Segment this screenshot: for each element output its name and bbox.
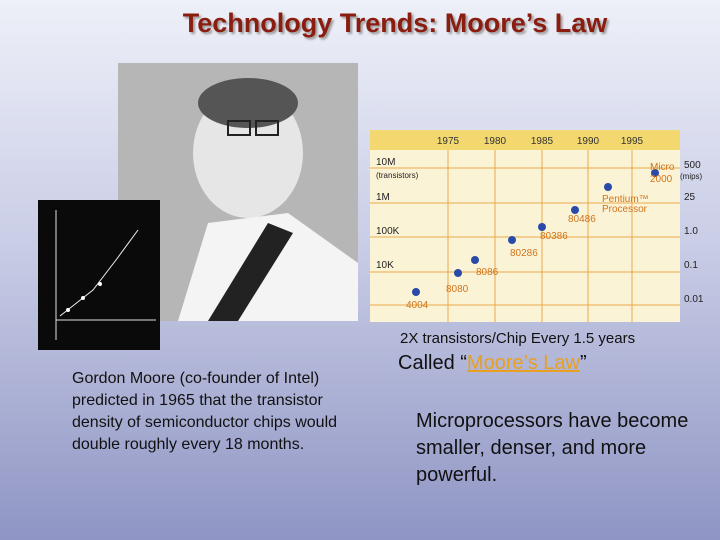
chip-dot [508, 236, 516, 244]
chip-label: Micro [650, 162, 675, 173]
left-axis-unit: (transistors) [376, 171, 419, 180]
chip-label: 80386 [540, 231, 568, 242]
chip-dot [538, 223, 546, 231]
caption: 2X transistors/Chip Every 1.5 years [400, 330, 636, 347]
chip-dot [604, 183, 612, 191]
called-text: ” [579, 352, 587, 374]
right-axis-unit: (mips) [680, 172, 703, 181]
chip-label: 2000 [650, 174, 673, 185]
portrait-photo [118, 63, 358, 321]
chip-dot [651, 169, 659, 177]
moores-law-link[interactable]: Moore’s Law [466, 352, 580, 374]
right-axis-label: 25 [684, 192, 696, 203]
right-axis-label: 0.1 [684, 260, 698, 271]
chip-label: 4004 [406, 300, 429, 311]
called-line: Called “Moore’s Law” [398, 352, 587, 375]
slide-title: Technology Trends: Moore’s Law [182, 8, 608, 38]
chip-label: Processor [602, 204, 648, 215]
right-text: Microprocessors have become smaller, den… [416, 410, 689, 486]
chip-dot [454, 269, 462, 277]
right-axis-label: 1.0 [684, 226, 698, 237]
chip-label: 80486 [568, 214, 596, 225]
right-axis-label: 0.01 [684, 294, 704, 305]
right-axis-label: 500 [684, 160, 701, 171]
chip-label: 8080 [446, 284, 469, 295]
year-label: 1995 [621, 136, 644, 147]
chip-dot [571, 206, 579, 214]
left-axis-label: 10M [376, 157, 395, 168]
left-axis-label: 100K [376, 226, 400, 237]
year-label: 1980 [484, 136, 507, 147]
called-text: Called “ [398, 352, 467, 374]
left-axis-label: 10K [376, 260, 394, 271]
left-axis-label: 1M [376, 192, 390, 203]
chip-label: 80286 [510, 248, 538, 259]
year-label: 1985 [531, 136, 554, 147]
chip-label: Pentium™ [602, 194, 649, 205]
chip-dot [471, 256, 479, 264]
year-label: 1975 [437, 136, 460, 147]
year-label: 1990 [577, 136, 600, 147]
chip-dot [412, 288, 420, 296]
moore-figure: 1975 1980 1985 1990 1995 10M 1M 100K 10K (transis… [370, 130, 704, 322]
original-graph [38, 200, 160, 350]
chip-label: 8086 [476, 267, 499, 278]
left-text: Gordon Moore (co-founder of Intel) predi… [72, 370, 338, 453]
